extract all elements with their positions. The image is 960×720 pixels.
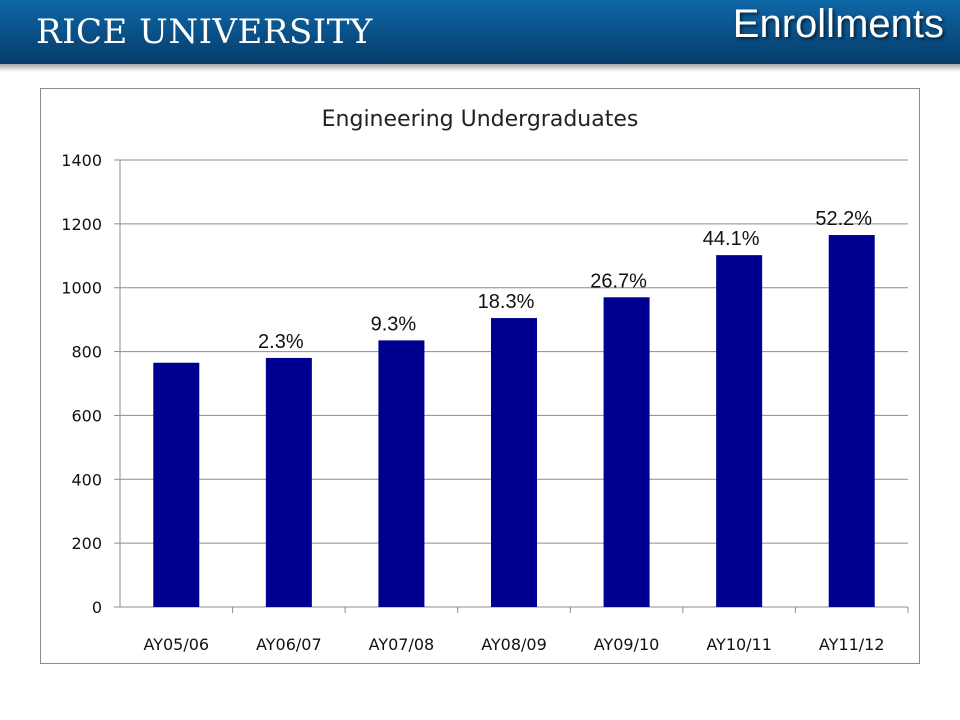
header-shadow xyxy=(0,64,960,72)
x-tick-label: AY11/12 xyxy=(819,635,885,654)
chart-title: Engineering Undergraduates xyxy=(322,107,639,132)
data-label: 44.1% xyxy=(703,228,760,250)
x-tick-label: AY08/09 xyxy=(481,635,547,654)
data-label: 52.2% xyxy=(815,208,872,230)
data-label: 9.3% xyxy=(371,313,417,335)
y-tick-label: 1000 xyxy=(61,279,102,298)
bar xyxy=(603,297,650,607)
bars xyxy=(153,235,875,607)
y-tick-label: 400 xyxy=(71,470,102,489)
bar xyxy=(828,235,875,607)
y-tick-label: 600 xyxy=(71,406,102,425)
x-tick-label: AY09/10 xyxy=(594,635,660,654)
slide-title: Enrollments xyxy=(732,2,944,46)
bar xyxy=(491,318,537,607)
slide-header: RICE UNIVERSITY Enrollments xyxy=(0,0,960,64)
y-tick-label: 0 xyxy=(92,598,102,617)
x-axis-ticks: AY05/06 AY06/07 AY07/08 AY08/09 AY09/10 AY10/… xyxy=(143,635,884,654)
y-tick-label: 1400 xyxy=(61,151,102,170)
data-label: 2.3% xyxy=(258,331,304,353)
x-tick-label: AY10/11 xyxy=(706,635,772,654)
data-label: 26.7% xyxy=(590,270,647,292)
y-tick-label: 1200 xyxy=(61,215,102,234)
y-tick-label: 800 xyxy=(71,343,102,362)
bar xyxy=(716,255,763,607)
x-tick-label: AY07/08 xyxy=(369,635,435,654)
y-tick-label: 200 xyxy=(71,534,102,553)
y-axis-ticks: 0 200 400 600 800 1000 1200 1400 xyxy=(61,151,102,617)
data-labels: 2.3% 9.3% 18.3% 26.7% 44.1% 52.2% xyxy=(258,208,872,353)
x-tick-label: AY06/07 xyxy=(256,635,322,654)
bar xyxy=(265,357,312,607)
data-label: 18.3% xyxy=(478,291,535,313)
bar xyxy=(153,362,200,607)
university-logo: RICE UNIVERSITY xyxy=(36,12,373,52)
x-tick-label: AY05/06 xyxy=(143,635,209,654)
bar xyxy=(378,340,425,607)
